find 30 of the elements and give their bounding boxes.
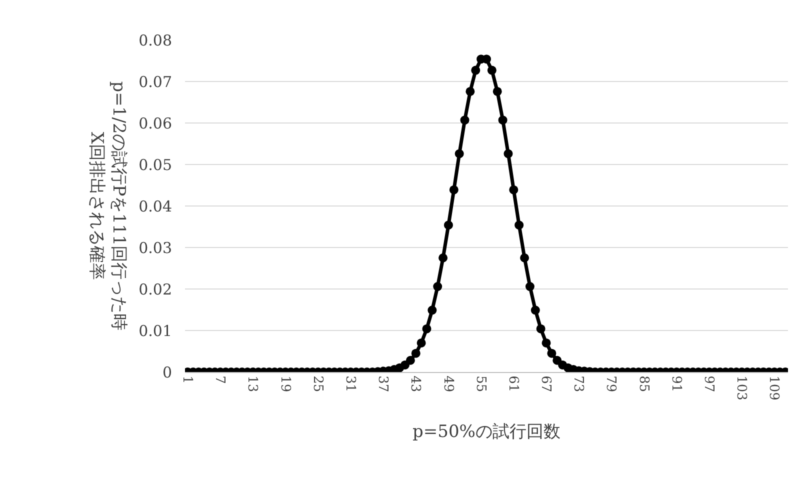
x-tick-label: 49 [440,376,456,392]
x-tick-label: 55 [472,376,488,392]
x-tick-label: 31 [342,376,358,392]
x-tick-label: 37 [375,376,390,392]
y-tick-label: 0 [162,363,172,382]
x-tick-label: 85 [636,376,651,392]
y-tick-label: 0.04 [138,197,172,216]
y-axis-title: p=1/2の試行Pを111回行った時 X回排出される確率 [86,81,129,331]
x-tick-label: 67 [538,376,554,392]
x-tick-label: 109 [766,376,782,400]
y-tick-label: 0.01 [138,322,172,340]
x-tick-label: 91 [668,376,684,392]
y-tick-label: 0.05 [138,156,172,174]
x-tick-label: 97 [701,376,716,392]
x-tick-label: 61 [505,376,520,392]
x-tick-label: 43 [408,376,423,392]
y-tick-label: 0.06 [138,114,172,132]
x-tick-label: 7 [212,376,228,384]
y-tick-label: 0.03 [138,238,172,257]
x-tick-label: 103 [734,376,749,400]
x-tick-label: 19 [277,376,292,392]
x-tick-label: 13 [244,376,260,392]
x-axis-title: p=50%の試行回数 [412,422,560,442]
y-tick-label: 0.08 [138,31,172,50]
x-tick-label: 79 [603,376,618,392]
y-tick-label: 0.02 [138,280,172,298]
x-tick-label: 1 [179,376,194,384]
x-tick-label: 73 [570,376,586,392]
x-tick-label: 25 [310,376,325,392]
y-tick-label: 0.07 [138,72,172,91]
